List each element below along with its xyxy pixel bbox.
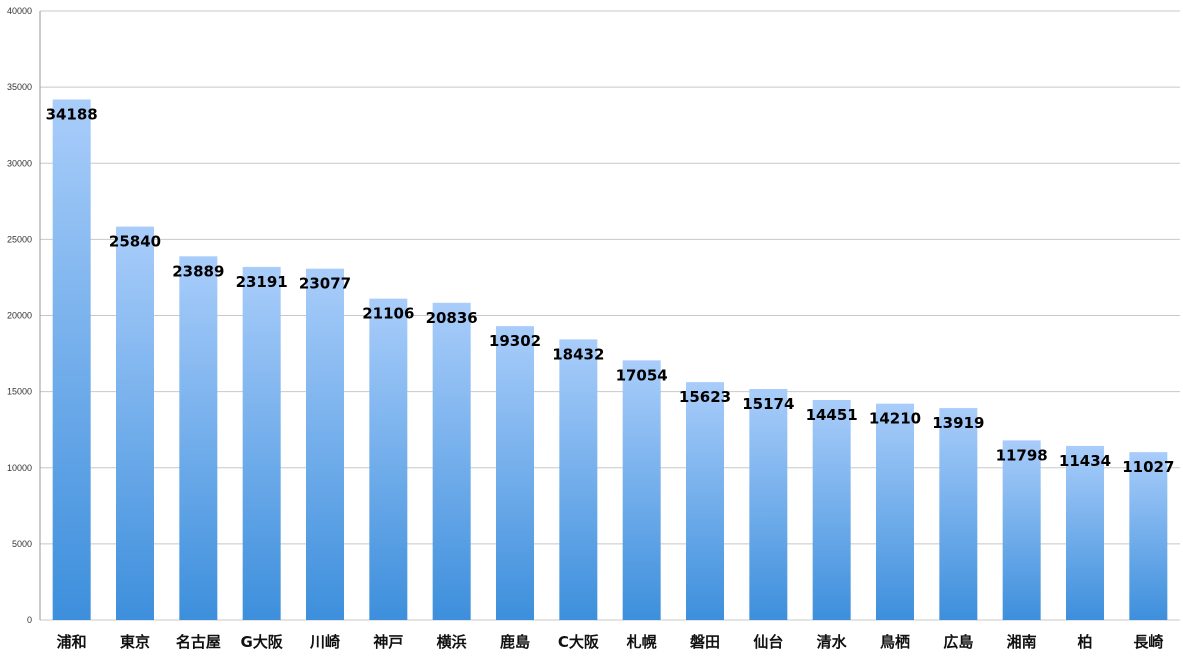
x-category-label: 浦和	[57, 633, 87, 651]
bar	[179, 256, 218, 620]
x-category-label: 柏	[1077, 633, 1092, 651]
bar	[876, 403, 914, 620]
bar-value-label: 20836	[426, 309, 478, 327]
y-tick-label: 5000	[12, 539, 32, 549]
bar	[52, 99, 91, 621]
x-category-label: 横浜	[437, 633, 467, 651]
data-labels: 34188 25840 23889 23191 23077 21106 20836 19302…	[46, 105, 1175, 476]
y-tick-label: 20000	[7, 311, 32, 321]
bar	[432, 302, 471, 620]
x-category-label: C大阪	[558, 633, 600, 651]
y-axis-ticks: 0 5000 10000 15000 20000 25000 30000 35000 40000	[7, 6, 32, 625]
y-tick-label: 10000	[7, 463, 32, 473]
bar-value-label: 34188	[46, 105, 98, 123]
bar	[496, 326, 534, 620]
x-category-label: 磐田	[689, 633, 720, 651]
bar	[1066, 445, 1104, 620]
y-tick-label: 35000	[7, 82, 32, 92]
x-category-label: G大阪	[241, 633, 284, 651]
bar	[559, 339, 598, 620]
bar-value-label: 14210	[869, 410, 921, 428]
bar-value-label: 23077	[299, 275, 351, 293]
bar	[749, 388, 788, 620]
x-category-label: 名古屋	[176, 633, 221, 651]
y-tick-label: 0	[27, 615, 32, 625]
bar	[1129, 452, 1168, 620]
x-category-label: 神戸	[373, 633, 403, 651]
x-category-label: 東京	[120, 633, 150, 651]
bar	[812, 399, 851, 620]
bar-value-label: 21106	[362, 305, 414, 323]
gridlines	[39, 10, 1180, 621]
bar-value-label: 13919	[932, 414, 984, 432]
x-category-label: 清水	[817, 633, 848, 651]
bars	[52, 99, 1168, 621]
bar	[1002, 440, 1041, 620]
x-category-label: 広島	[943, 633, 973, 651]
bar-value-label: 11798	[996, 446, 1048, 464]
bar	[242, 266, 281, 620]
bar-value-label: 11434	[1059, 452, 1111, 470]
bar-value-label: 23191	[236, 273, 288, 291]
bar	[622, 360, 661, 620]
x-category-label: 川崎	[309, 633, 340, 651]
bar-value-label: 23889	[172, 262, 224, 280]
bar-value-label: 14451	[806, 406, 858, 424]
y-tick-label: 15000	[7, 387, 32, 397]
bar-value-label: 15623	[679, 388, 731, 406]
bar	[116, 226, 154, 620]
y-tick-label: 40000	[7, 6, 32, 16]
x-category-label: 仙台	[753, 633, 783, 651]
bar-value-label: 25840	[109, 233, 161, 251]
bar	[369, 298, 408, 620]
y-tick-label: 25000	[7, 234, 32, 244]
x-category-label: 鹿島	[500, 633, 530, 651]
bar-value-label: 15174	[742, 395, 794, 413]
bar-value-label: 17054	[616, 366, 668, 384]
x-axis-categories: 浦和 東京 名古屋 G大阪 川崎 神戸 横浜 鹿島 C大阪 札幌 磐田 仙台 清水 鳥栖 広島 湘南 柏 長崎	[57, 633, 1164, 651]
bar	[686, 382, 724, 620]
bar-value-label: 18432	[552, 345, 604, 363]
y-tick-label: 30000	[7, 158, 32, 168]
x-category-label: 札幌	[626, 633, 657, 651]
bar	[306, 268, 344, 620]
x-category-label: 長崎	[1133, 633, 1163, 651]
bar-value-label: 19302	[489, 332, 541, 350]
x-category-label: 鳥栖	[880, 633, 910, 651]
bar	[939, 408, 978, 620]
x-category-label: 湘南	[1007, 633, 1037, 651]
bar-value-label: 11027	[1122, 458, 1174, 476]
